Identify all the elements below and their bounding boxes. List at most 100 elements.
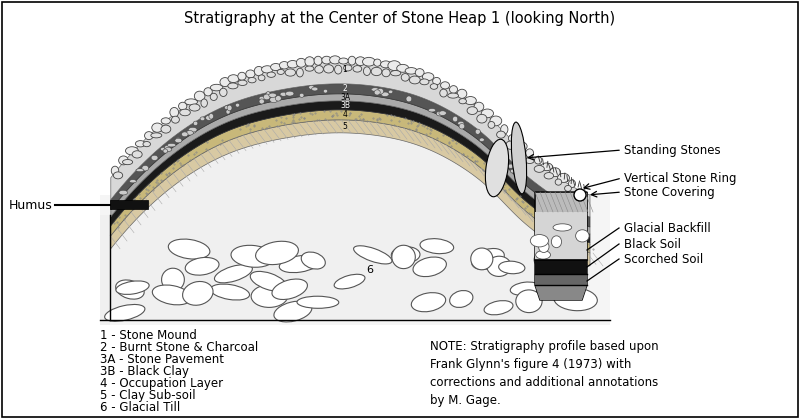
Ellipse shape bbox=[238, 80, 247, 85]
Ellipse shape bbox=[231, 245, 274, 267]
Text: 1: 1 bbox=[342, 65, 347, 74]
Ellipse shape bbox=[511, 122, 526, 194]
Ellipse shape bbox=[305, 57, 314, 66]
Ellipse shape bbox=[474, 102, 484, 111]
Ellipse shape bbox=[226, 109, 230, 114]
Ellipse shape bbox=[285, 69, 295, 76]
Ellipse shape bbox=[152, 285, 191, 305]
Ellipse shape bbox=[170, 107, 178, 117]
Polygon shape bbox=[110, 200, 148, 209]
Ellipse shape bbox=[381, 61, 391, 68]
Ellipse shape bbox=[338, 58, 348, 64]
Ellipse shape bbox=[272, 279, 307, 300]
Ellipse shape bbox=[151, 133, 162, 138]
Ellipse shape bbox=[210, 93, 218, 101]
Ellipse shape bbox=[436, 111, 443, 116]
Ellipse shape bbox=[263, 94, 270, 100]
Ellipse shape bbox=[388, 61, 401, 70]
Ellipse shape bbox=[305, 66, 314, 71]
Ellipse shape bbox=[405, 67, 418, 74]
Ellipse shape bbox=[510, 169, 514, 173]
Ellipse shape bbox=[516, 290, 542, 313]
Ellipse shape bbox=[391, 246, 420, 263]
Ellipse shape bbox=[555, 179, 562, 185]
Ellipse shape bbox=[487, 256, 511, 277]
Polygon shape bbox=[100, 133, 590, 320]
Ellipse shape bbox=[540, 245, 566, 258]
Polygon shape bbox=[535, 192, 587, 300]
Ellipse shape bbox=[143, 142, 150, 147]
Ellipse shape bbox=[235, 103, 239, 107]
Ellipse shape bbox=[526, 149, 534, 158]
Ellipse shape bbox=[182, 132, 188, 137]
Ellipse shape bbox=[178, 102, 187, 110]
Ellipse shape bbox=[381, 92, 389, 96]
Ellipse shape bbox=[274, 301, 312, 322]
Ellipse shape bbox=[279, 255, 320, 273]
Ellipse shape bbox=[565, 186, 571, 191]
Ellipse shape bbox=[246, 70, 255, 78]
Ellipse shape bbox=[182, 282, 213, 305]
Ellipse shape bbox=[453, 116, 458, 122]
Ellipse shape bbox=[534, 157, 542, 164]
Text: 3A: 3A bbox=[340, 93, 350, 102]
Ellipse shape bbox=[176, 139, 181, 142]
Ellipse shape bbox=[287, 60, 298, 68]
Polygon shape bbox=[535, 274, 587, 285]
Ellipse shape bbox=[413, 257, 446, 277]
Ellipse shape bbox=[296, 58, 306, 67]
Ellipse shape bbox=[411, 292, 446, 312]
Ellipse shape bbox=[118, 156, 128, 165]
Ellipse shape bbox=[116, 280, 144, 299]
Ellipse shape bbox=[126, 147, 138, 155]
Ellipse shape bbox=[554, 288, 598, 311]
Ellipse shape bbox=[228, 75, 239, 83]
Ellipse shape bbox=[323, 89, 327, 93]
Ellipse shape bbox=[175, 138, 182, 143]
Ellipse shape bbox=[459, 98, 466, 104]
Ellipse shape bbox=[510, 282, 540, 295]
Ellipse shape bbox=[254, 67, 263, 76]
Ellipse shape bbox=[322, 56, 331, 64]
Text: Stone Covering: Stone Covering bbox=[624, 186, 714, 199]
Ellipse shape bbox=[151, 155, 158, 160]
Ellipse shape bbox=[544, 173, 554, 179]
Text: Standing Stones: Standing Stones bbox=[624, 143, 721, 157]
Polygon shape bbox=[111, 110, 590, 253]
Text: Vertical Stone Ring: Vertical Stone Ring bbox=[624, 171, 737, 184]
Ellipse shape bbox=[486, 139, 509, 197]
Polygon shape bbox=[111, 101, 590, 243]
Polygon shape bbox=[535, 212, 587, 260]
Ellipse shape bbox=[220, 78, 230, 87]
Text: 1 - Stone Mound: 1 - Stone Mound bbox=[100, 328, 197, 341]
Ellipse shape bbox=[550, 168, 560, 177]
Ellipse shape bbox=[219, 88, 227, 96]
Ellipse shape bbox=[509, 134, 517, 142]
Ellipse shape bbox=[259, 99, 264, 104]
Text: Scorched Soil: Scorched Soil bbox=[624, 253, 703, 266]
Ellipse shape bbox=[477, 114, 487, 123]
Ellipse shape bbox=[255, 241, 298, 265]
Ellipse shape bbox=[210, 284, 250, 300]
Polygon shape bbox=[100, 215, 110, 325]
Ellipse shape bbox=[422, 73, 434, 80]
Ellipse shape bbox=[280, 92, 287, 96]
Ellipse shape bbox=[574, 189, 586, 201]
Ellipse shape bbox=[206, 115, 212, 120]
Ellipse shape bbox=[450, 85, 458, 93]
Ellipse shape bbox=[114, 172, 122, 179]
Ellipse shape bbox=[165, 147, 172, 152]
Ellipse shape bbox=[275, 96, 282, 101]
Ellipse shape bbox=[270, 64, 281, 70]
Ellipse shape bbox=[428, 109, 436, 112]
Ellipse shape bbox=[534, 166, 544, 172]
Ellipse shape bbox=[299, 93, 304, 97]
Ellipse shape bbox=[534, 252, 558, 271]
Text: 3A - Stone Pavement: 3A - Stone Pavement bbox=[100, 352, 224, 365]
Text: 5 - Clay Sub-soil: 5 - Clay Sub-soil bbox=[100, 388, 196, 401]
Ellipse shape bbox=[420, 239, 454, 253]
Ellipse shape bbox=[458, 121, 464, 125]
Ellipse shape bbox=[538, 241, 549, 253]
Ellipse shape bbox=[561, 207, 566, 213]
Text: NOTE: Stratigraphy profile based upon
Frank Glynn's figure 4 (1973) with
correct: NOTE: Stratigraphy profile based upon Fr… bbox=[430, 340, 658, 407]
